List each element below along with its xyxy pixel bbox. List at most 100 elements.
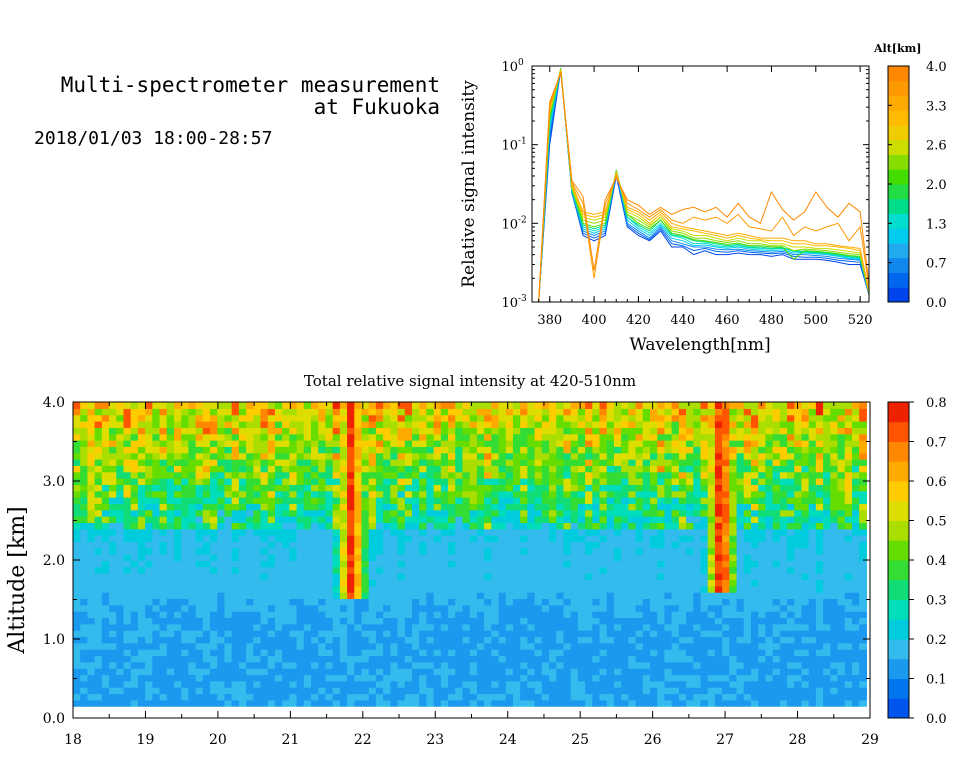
- heatmap-cell: [476, 408, 485, 416]
- heatmap-cell: [714, 433, 723, 441]
- heatmap-cell: [765, 617, 774, 625]
- heatmap-cell: [159, 452, 168, 460]
- heatmap-cell: [94, 655, 103, 663]
- heatmap-cell: [520, 414, 528, 422]
- heatmap-cell: [585, 592, 593, 600]
- heatmap-cell: [491, 560, 500, 568]
- heatmap-cell: [534, 478, 543, 485]
- heatmap-cell: [137, 617, 146, 625]
- heatmap-cell: [274, 687, 283, 695]
- heatmap-cell: [130, 592, 139, 600]
- heatmap-cell: [484, 503, 492, 511]
- heatmap-cell: [440, 535, 449, 543]
- heatmap-cell: [116, 522, 125, 530]
- heatmap-cell: [433, 668, 442, 676]
- heatmap-cell: [621, 554, 629, 562]
- heatmap-cell: [404, 402, 413, 409]
- heatmap-cell: [671, 630, 680, 638]
- heatmap-cell: [448, 617, 456, 625]
- heatmap-cell: [765, 585, 774, 593]
- heatmap-cell: [527, 427, 536, 435]
- heatmap-cell: [145, 497, 153, 504]
- heatmap-cell: [556, 630, 565, 638]
- heatmap-cell: [332, 623, 341, 631]
- heatmap-cell: [202, 655, 211, 663]
- heatmap-cell: [678, 408, 687, 416]
- heatmap-cell: [714, 522, 723, 530]
- heatmap-cell: [599, 598, 608, 606]
- heatmap-cell: [426, 592, 435, 600]
- heatmap-cell: [260, 699, 269, 707]
- heatmap-cell: [570, 446, 579, 454]
- heatmap-cell: [455, 617, 464, 625]
- heatmap-cell: [173, 693, 182, 701]
- heatmap-cell: [448, 522, 456, 530]
- heatmap-cell: [736, 642, 745, 650]
- heatmap-cell: [700, 516, 709, 523]
- heatmap-cell: [505, 661, 514, 669]
- heatmap-cell: [678, 560, 687, 568]
- heatmap-cell: [224, 560, 233, 568]
- heatmap-cell: [433, 573, 442, 581]
- heatmap-cell: [195, 478, 204, 485]
- heatmap-cell: [368, 541, 377, 549]
- heatmap-cell: [707, 579, 716, 587]
- heatmap-cell: [779, 440, 788, 447]
- heatmap-cell: [570, 693, 579, 701]
- heatmap-cell: [238, 687, 247, 695]
- heatmap-cell: [368, 459, 377, 466]
- heatmap-cell: [224, 585, 233, 593]
- heatmap-cell: [80, 509, 89, 517]
- heatmap-cell: [794, 617, 803, 625]
- heatmap-cell: [368, 611, 377, 619]
- heatmap-cell: [707, 687, 716, 695]
- heatmap-cell: [296, 680, 305, 688]
- heatmap-cell: [253, 592, 262, 600]
- heatmap-cell: [729, 592, 738, 600]
- heatmap-cell: [195, 452, 204, 460]
- heatmap-cell: [173, 649, 182, 657]
- heatmap-cell: [303, 623, 312, 631]
- heatmap-cell: [520, 655, 528, 663]
- heatmap-cell: [87, 478, 96, 485]
- heatmap-cell: [109, 687, 117, 695]
- heatmap-cell: [383, 408, 391, 416]
- heatmap-cell: [491, 471, 500, 479]
- heatmap-cell: [592, 680, 601, 688]
- heatmap-cell: [794, 611, 803, 619]
- heatmap-cell: [686, 516, 694, 523]
- heatmap-cell: [498, 402, 507, 409]
- heatmap-cell: [94, 452, 103, 460]
- heatmap-cell: [635, 617, 644, 625]
- heatmap-cell: [570, 661, 579, 669]
- heatmap-cell: [267, 623, 276, 631]
- heatmap-cell: [94, 541, 103, 549]
- heatmap-cell: [635, 528, 644, 536]
- heatmap-cell: [296, 687, 305, 695]
- heatmap-cell: [599, 547, 608, 555]
- heatmap-cell: [332, 655, 341, 663]
- heatmap-cell: [541, 497, 550, 504]
- heatmap-cell: [101, 592, 110, 600]
- heatmap-cell: [181, 611, 189, 619]
- heatmap-cell: [577, 465, 586, 473]
- heatmap-cell: [520, 503, 528, 511]
- heatmap-cell: [130, 541, 139, 549]
- heatmap-cell: [750, 655, 759, 663]
- heatmap-cell: [354, 598, 363, 606]
- heatmap-cell: [332, 408, 341, 416]
- heatmap-cell: [512, 509, 521, 517]
- heatmap-cell: [606, 516, 615, 523]
- heatmap-cell: [549, 522, 557, 530]
- heatmap-cell: [354, 674, 363, 682]
- heatmap-cell: [383, 465, 391, 473]
- heatmap-cell: [556, 560, 565, 568]
- heatmap-cell: [664, 484, 673, 492]
- heatmap-cell: [599, 649, 608, 657]
- heatmap-cell: [686, 459, 694, 466]
- heatmap-cell: [426, 427, 435, 435]
- heatmap-cell: [267, 611, 276, 619]
- heatmap-cell: [549, 516, 557, 523]
- heatmap-cell: [563, 560, 572, 568]
- heatmap-cell: [484, 490, 492, 498]
